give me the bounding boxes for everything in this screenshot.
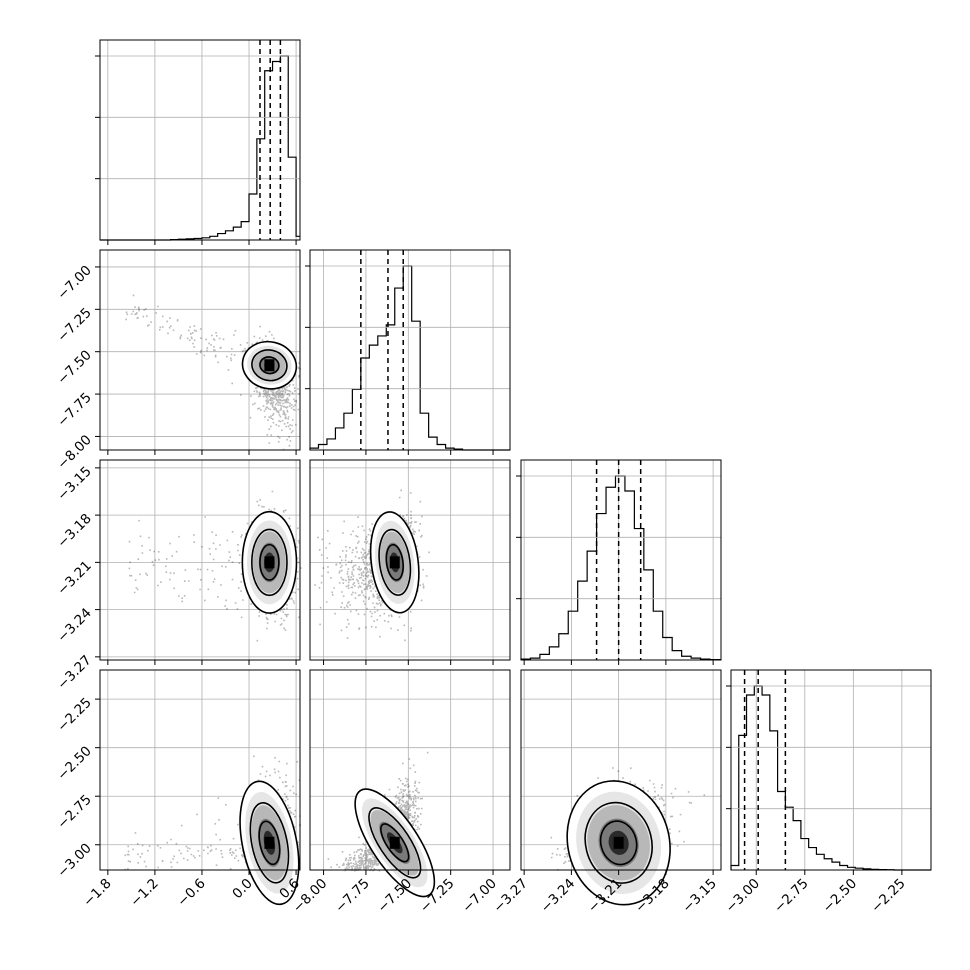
panel-1-1 [305,249,511,451]
ytick-label-1-1: −7.25 [54,305,95,346]
panel-frame-2-1 [309,459,511,661]
contour-3-2-0 [599,820,638,866]
xtick-label-1-2: −7.50 [375,876,416,917]
panel-frame-1-0 [99,249,301,451]
xtick-label-2-0: −3.27 [490,876,531,917]
contour-3-1-1 [368,807,422,879]
panel-2-2 [516,459,722,661]
panel-1-0 [99,249,301,451]
contour-2-1-0 [385,543,404,581]
contour-2-1-2 [369,511,420,614]
xtick-label-0-0: −1.8 [80,876,114,910]
xtick-label-1-1: −7.75 [332,876,373,917]
panel-2-1 [309,459,511,661]
xtick-label-0-3: 0.0 [229,876,256,903]
peak-cell-3-0 [264,836,275,849]
panel-2-0 [99,459,302,661]
contour-1-0-1 [251,349,288,382]
ytick-label-2-2: −3.21 [54,558,95,599]
peak-cell-1-0 [264,359,275,372]
xtick-label-3-3: −2.25 [868,876,909,917]
ytick-label-3-3: −3.00 [54,840,95,881]
histogram-1 [309,265,510,451]
contour-3-2-2 [566,780,671,906]
ytick-label-3-2: −2.75 [54,792,95,833]
ytick-label-1-3: −7.75 [54,390,95,431]
panel-frame-3-0 [99,669,301,871]
panel-3-3 [726,669,932,871]
panel-frame-3-1 [309,669,511,871]
contour-3-1-2 [354,788,436,898]
peak-cell-3-1 [389,836,400,849]
contour-2-0-2 [241,510,298,614]
xtick-label-3-1: −2.75 [771,876,812,917]
contour-2-0-0 [259,543,280,581]
contour-3-1-0 [380,823,410,863]
peak-cell-3-2 [613,836,624,849]
contour-3-0-2 [239,780,300,906]
xtick-label-3-0: −3.00 [723,876,764,917]
xtick-label-0-1: −1.2 [127,876,161,910]
xtick-label-2-1: −3.24 [538,876,579,917]
xtick-label-0-2: −0.6 [174,876,208,910]
xtick-label-2-4: −3.15 [679,876,720,917]
ytick-label-1-2: −7.50 [54,347,95,388]
panel-frame-2-2 [520,459,722,661]
ytick-label-1-0: −7.00 [54,262,95,303]
ytick-label-2-4: −3.27 [54,652,95,693]
contour-3-0-1 [249,802,290,884]
panel-frame-0-0 [99,39,301,241]
ytick-label-2-1: −3.18 [54,511,95,552]
panel-3-1 [309,669,511,898]
ytick-label-1-4: −8.00 [54,432,95,473]
panel-3-0 [99,669,301,906]
ytick-label-2-3: −3.24 [54,605,95,646]
contour-3-0-0 [258,820,281,866]
panel-frame-2-0 [99,459,301,661]
peak-cell-2-1 [389,556,400,569]
panel-3-2 [520,669,722,906]
xtick-label-3-2: −2.50 [820,876,861,917]
ytick-label-3-1: −2.50 [54,743,95,784]
contour-1-0-2 [241,340,298,390]
ytick-label-2-0: −3.15 [54,463,95,504]
ytick-label-3-0: −2.25 [54,695,95,736]
contour-3-2-1 [584,801,653,884]
contour-2-0-1 [251,528,288,597]
panel-frame-3-2 [520,669,722,871]
xtick-label-1-4: −7.00 [459,876,500,917]
histogram-2 [520,475,721,661]
histogram-3 [730,685,931,871]
panel-frame-1-1 [309,249,511,451]
contour-2-1-1 [378,528,412,596]
panel-0-0 [95,39,301,241]
contour-1-0-0 [259,356,280,375]
peak-cell-2-0 [264,556,275,569]
panel-frame-3-3 [730,669,932,871]
